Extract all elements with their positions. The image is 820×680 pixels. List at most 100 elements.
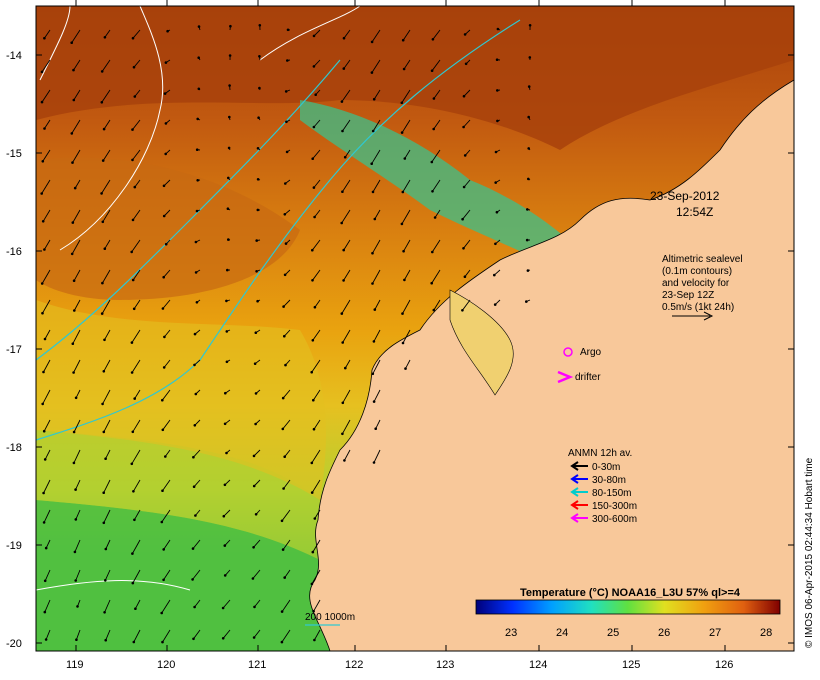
velocity-arrow bbox=[164, 329, 171, 338]
velocity-arrow bbox=[433, 119, 441, 130]
velocity-arrow bbox=[74, 179, 81, 189]
velocity-arrow bbox=[401, 89, 411, 104]
velocity-arrow-head bbox=[252, 636, 256, 639]
velocity-arrow bbox=[313, 599, 321, 612]
velocity-arrow-head bbox=[461, 309, 464, 312]
velocity-arrow-head bbox=[196, 179, 199, 182]
velocity-arrow bbox=[312, 269, 321, 281]
velocity-arrow-head bbox=[400, 222, 404, 226]
velocity-arrow-head bbox=[71, 342, 75, 346]
velocity-arrow-head bbox=[225, 451, 228, 455]
anmn-legend-item: 30-80m bbox=[570, 474, 626, 486]
velocity-arrow bbox=[162, 629, 171, 643]
velocity-arrow-head bbox=[311, 339, 315, 342]
velocity-arrow bbox=[45, 629, 51, 640]
velocity-arrow-head bbox=[526, 208, 529, 211]
velocity-arrow-head bbox=[370, 40, 374, 44]
velocity-arrow-head bbox=[431, 190, 434, 193]
velocity-arrow-head bbox=[221, 637, 225, 640]
velocity-arrow bbox=[405, 359, 411, 369]
velocity-arrow-head bbox=[254, 513, 258, 516]
velocity-arrow-head bbox=[70, 41, 73, 44]
velocity-arrow-head bbox=[194, 392, 198, 396]
velocity-arrow bbox=[462, 299, 471, 311]
velocity-arrow bbox=[404, 269, 411, 281]
velocity-arrow-head bbox=[193, 424, 197, 427]
lon-tick-label: 119 bbox=[66, 659, 84, 671]
velocity-arrow-head bbox=[430, 281, 434, 285]
velocity-arrow bbox=[193, 629, 201, 640]
velocity-arrow-head bbox=[195, 209, 199, 213]
velocity-arrow bbox=[164, 449, 171, 457]
velocity-arrow-head bbox=[280, 519, 284, 523]
velocity-arrow-head bbox=[525, 300, 528, 303]
velocity-arrow-head bbox=[194, 271, 198, 274]
velocity-arrow bbox=[223, 509, 231, 517]
velocity-arrow bbox=[104, 329, 111, 341]
velocity-arrow bbox=[342, 419, 351, 435]
velocity-arrow bbox=[133, 59, 141, 68]
velocity-arrow-head bbox=[526, 269, 530, 272]
velocity-arrow-head bbox=[160, 611, 163, 615]
velocity-arrow-head bbox=[372, 97, 376, 101]
velocity-arrow-head bbox=[311, 279, 314, 282]
velocity-arrow-head bbox=[191, 547, 195, 550]
velocity-arrow-head bbox=[132, 490, 135, 493]
velocity-arrow-head bbox=[401, 312, 404, 315]
colorbar: Temperature (°C) NOAA16_L3U 57% ql>=4 23… bbox=[475, 587, 781, 639]
velocity-arrow-head bbox=[284, 90, 288, 93]
lon-tick-label: 125 bbox=[622, 659, 640, 671]
velocity-arrow bbox=[463, 179, 471, 188]
velocity-arrow bbox=[311, 569, 321, 585]
velocity-arrow-head bbox=[164, 152, 167, 156]
velocity-arrow-head bbox=[229, 24, 232, 28]
sealevel-contours bbox=[35, 5, 521, 591]
velocity-arrow bbox=[104, 599, 111, 613]
velocity-arrow-head bbox=[432, 97, 436, 100]
velocity-arrow-head bbox=[280, 610, 284, 613]
velocity-arrow-head bbox=[72, 430, 76, 434]
velocity-arrow-head bbox=[310, 491, 314, 494]
velocity-arrow bbox=[71, 29, 81, 43]
velocity-arrow-head bbox=[191, 578, 194, 581]
velocity-arrow-head bbox=[313, 305, 317, 309]
velocity-arrow bbox=[283, 329, 291, 337]
velocity-arrow-head bbox=[256, 147, 260, 150]
velocity-arrow-head bbox=[228, 54, 232, 57]
velocity-arrow-head bbox=[256, 208, 260, 212]
lon-tick-label: 124 bbox=[529, 659, 547, 671]
velocity-arrow bbox=[342, 389, 351, 404]
velocity-arrow bbox=[44, 449, 51, 460]
velocity-arrow-head bbox=[280, 640, 284, 644]
velocity-arrow-head bbox=[313, 517, 317, 520]
velocity-arrow-head bbox=[162, 184, 166, 188]
velocity-arrow-head bbox=[133, 397, 136, 400]
velocity-arrow-head bbox=[464, 62, 468, 66]
lon-tick-label: 121 bbox=[248, 659, 266, 671]
velocity-arrow bbox=[161, 599, 171, 614]
plot-frame bbox=[35, 5, 795, 652]
velocity-arrow bbox=[43, 359, 51, 373]
velocity-arrow-head bbox=[400, 101, 404, 105]
velocity-arrow-head bbox=[286, 59, 289, 62]
velocity-arrow bbox=[342, 119, 351, 132]
velocity-arrow bbox=[282, 389, 291, 399]
velocity-arrow bbox=[313, 419, 321, 430]
velocity-arrow-head bbox=[495, 58, 499, 61]
velocity-arrow-head bbox=[164, 61, 168, 64]
anmn-legend-label: 0-30m bbox=[592, 462, 620, 473]
velocity-arrow-head bbox=[71, 161, 74, 164]
velocity-arrow-head bbox=[401, 38, 405, 42]
velocity-arrow-head bbox=[344, 366, 347, 370]
velocity-arrow bbox=[311, 479, 321, 493]
velocity-arrow-head bbox=[343, 155, 347, 159]
velocity-arrow-head bbox=[131, 158, 134, 162]
velocity-arrow-head bbox=[133, 518, 136, 522]
velocity-arrow bbox=[372, 359, 381, 375]
velocity-arrow-head bbox=[403, 278, 406, 282]
lat-tick-label: -18 bbox=[6, 442, 22, 454]
velocity-arrow bbox=[73, 359, 81, 373]
velocity-arrow-head bbox=[432, 308, 436, 312]
velocity-arrow-head bbox=[462, 185, 466, 189]
velocity-arrow-head bbox=[131, 278, 135, 282]
